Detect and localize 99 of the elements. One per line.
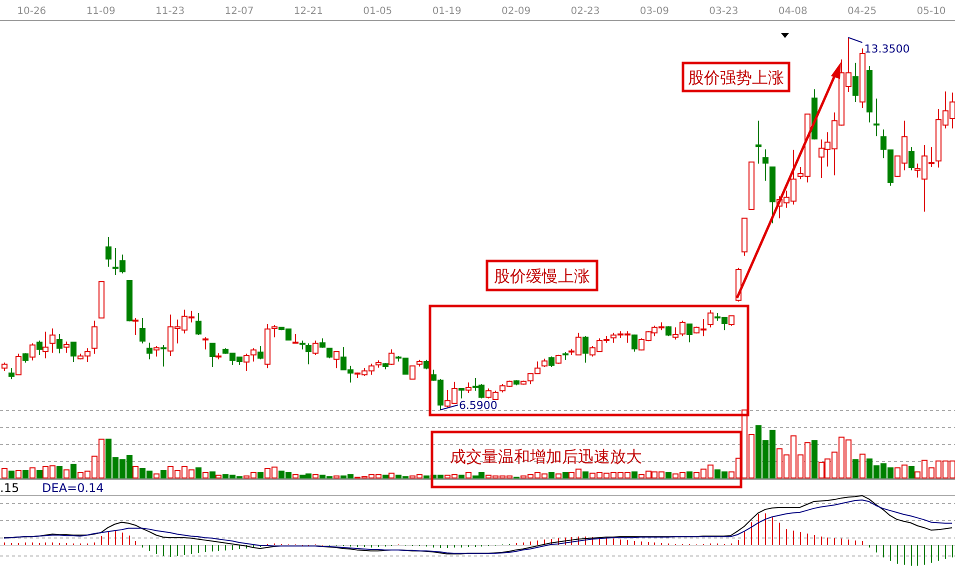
bar	[154, 473, 160, 478]
bar	[16, 470, 22, 478]
candlestick	[8, 368, 14, 380]
bar	[312, 474, 318, 478]
x-tick-label: 10-26	[17, 6, 46, 17]
x-tick-label: 04-25	[848, 6, 877, 17]
bar	[2, 468, 8, 478]
bar	[258, 472, 264, 478]
candlestick	[42, 331, 48, 359]
candlestick	[666, 326, 672, 337]
annotation: 成交量温和增加后迅速放大	[450, 447, 642, 466]
candlestick	[196, 312, 202, 336]
bar	[852, 459, 858, 478]
bar	[860, 454, 866, 478]
x-tick-label: 01-05	[363, 6, 392, 17]
bar	[562, 472, 568, 478]
candlestick	[582, 336, 588, 364]
bar	[196, 467, 202, 478]
candlestick	[106, 236, 112, 268]
bar	[466, 472, 472, 478]
bar	[382, 474, 388, 478]
annotation: 股价缓慢上涨	[494, 266, 590, 286]
bar	[632, 471, 638, 478]
bar	[210, 471, 216, 478]
x-tick-label: 01-19	[432, 6, 462, 17]
bar	[388, 472, 394, 478]
x-tick-label: 03-09	[640, 6, 669, 17]
bar	[292, 474, 298, 478]
candlestick	[22, 352, 28, 364]
text: DEA=0.14	[42, 481, 104, 495]
candlestick	[632, 334, 638, 352]
bar	[458, 474, 464, 478]
candlestick	[756, 120, 762, 164]
candlestick	[388, 348, 394, 366]
candlestick	[424, 359, 430, 370]
candlestick	[30, 342, 36, 361]
candlestick	[410, 365, 416, 380]
bar	[666, 472, 672, 478]
candlestick	[258, 346, 264, 360]
bar	[30, 467, 36, 478]
candlestick	[852, 62, 858, 102]
bar	[556, 473, 562, 478]
bar	[70, 464, 76, 478]
candlestick	[64, 341, 70, 354]
bar	[202, 472, 208, 478]
x-tick-label: 02-23	[570, 6, 600, 17]
candlestick	[70, 342, 76, 363]
candlestick	[306, 342, 312, 365]
bar	[582, 471, 588, 478]
candlestick	[210, 342, 216, 368]
candlestick	[132, 317, 138, 336]
bar	[8, 470, 14, 478]
candlestick	[458, 388, 464, 399]
bar	[908, 466, 914, 478]
bar	[812, 440, 818, 478]
candlestick	[36, 340, 42, 356]
bar	[334, 475, 340, 478]
bar	[160, 470, 166, 478]
candlestick	[326, 348, 332, 359]
annotation: 股价强势上涨	[688, 68, 784, 87]
annotation: 13.3500	[864, 42, 910, 56]
candlestick	[50, 328, 56, 354]
bar	[36, 470, 42, 478]
bar	[548, 472, 554, 478]
candlestick	[92, 320, 98, 354]
candlestick	[292, 333, 298, 344]
candlestick	[154, 346, 160, 358]
candlestick	[16, 353, 22, 376]
candlestick	[140, 317, 146, 344]
candlestick	[312, 340, 318, 356]
bar	[64, 469, 70, 478]
bar	[132, 466, 138, 478]
candlestick	[334, 351, 340, 369]
candlestick	[202, 336, 208, 350]
candlestick	[728, 315, 734, 326]
candlestick	[56, 333, 62, 354]
candlestick	[160, 344, 166, 367]
x-tick-label: 11-09	[86, 6, 116, 17]
candlestick	[762, 148, 768, 182]
candlestick	[908, 146, 914, 171]
candlestick	[548, 356, 554, 368]
x-tick-label: 11-23	[156, 6, 185, 17]
text: .15	[0, 481, 20, 495]
x-tick-label: 12-21	[294, 6, 323, 17]
candlestick	[686, 324, 692, 343]
x-tick-label: 12-07	[224, 6, 254, 17]
bar	[22, 470, 28, 478]
x-tick-label: 03-23	[709, 6, 738, 17]
candlestick	[874, 98, 880, 137]
candlestick	[466, 382, 472, 394]
bar	[56, 466, 62, 478]
candlestick	[146, 342, 152, 360]
candlestick	[708, 310, 714, 328]
annotation: 6.5900	[458, 399, 498, 412]
x-tick-label: 05-10	[916, 6, 946, 17]
x-tick-label: 02-09	[502, 6, 531, 17]
bar	[216, 474, 222, 478]
x-tick-label: 04-08	[778, 6, 808, 17]
bar	[686, 471, 692, 478]
